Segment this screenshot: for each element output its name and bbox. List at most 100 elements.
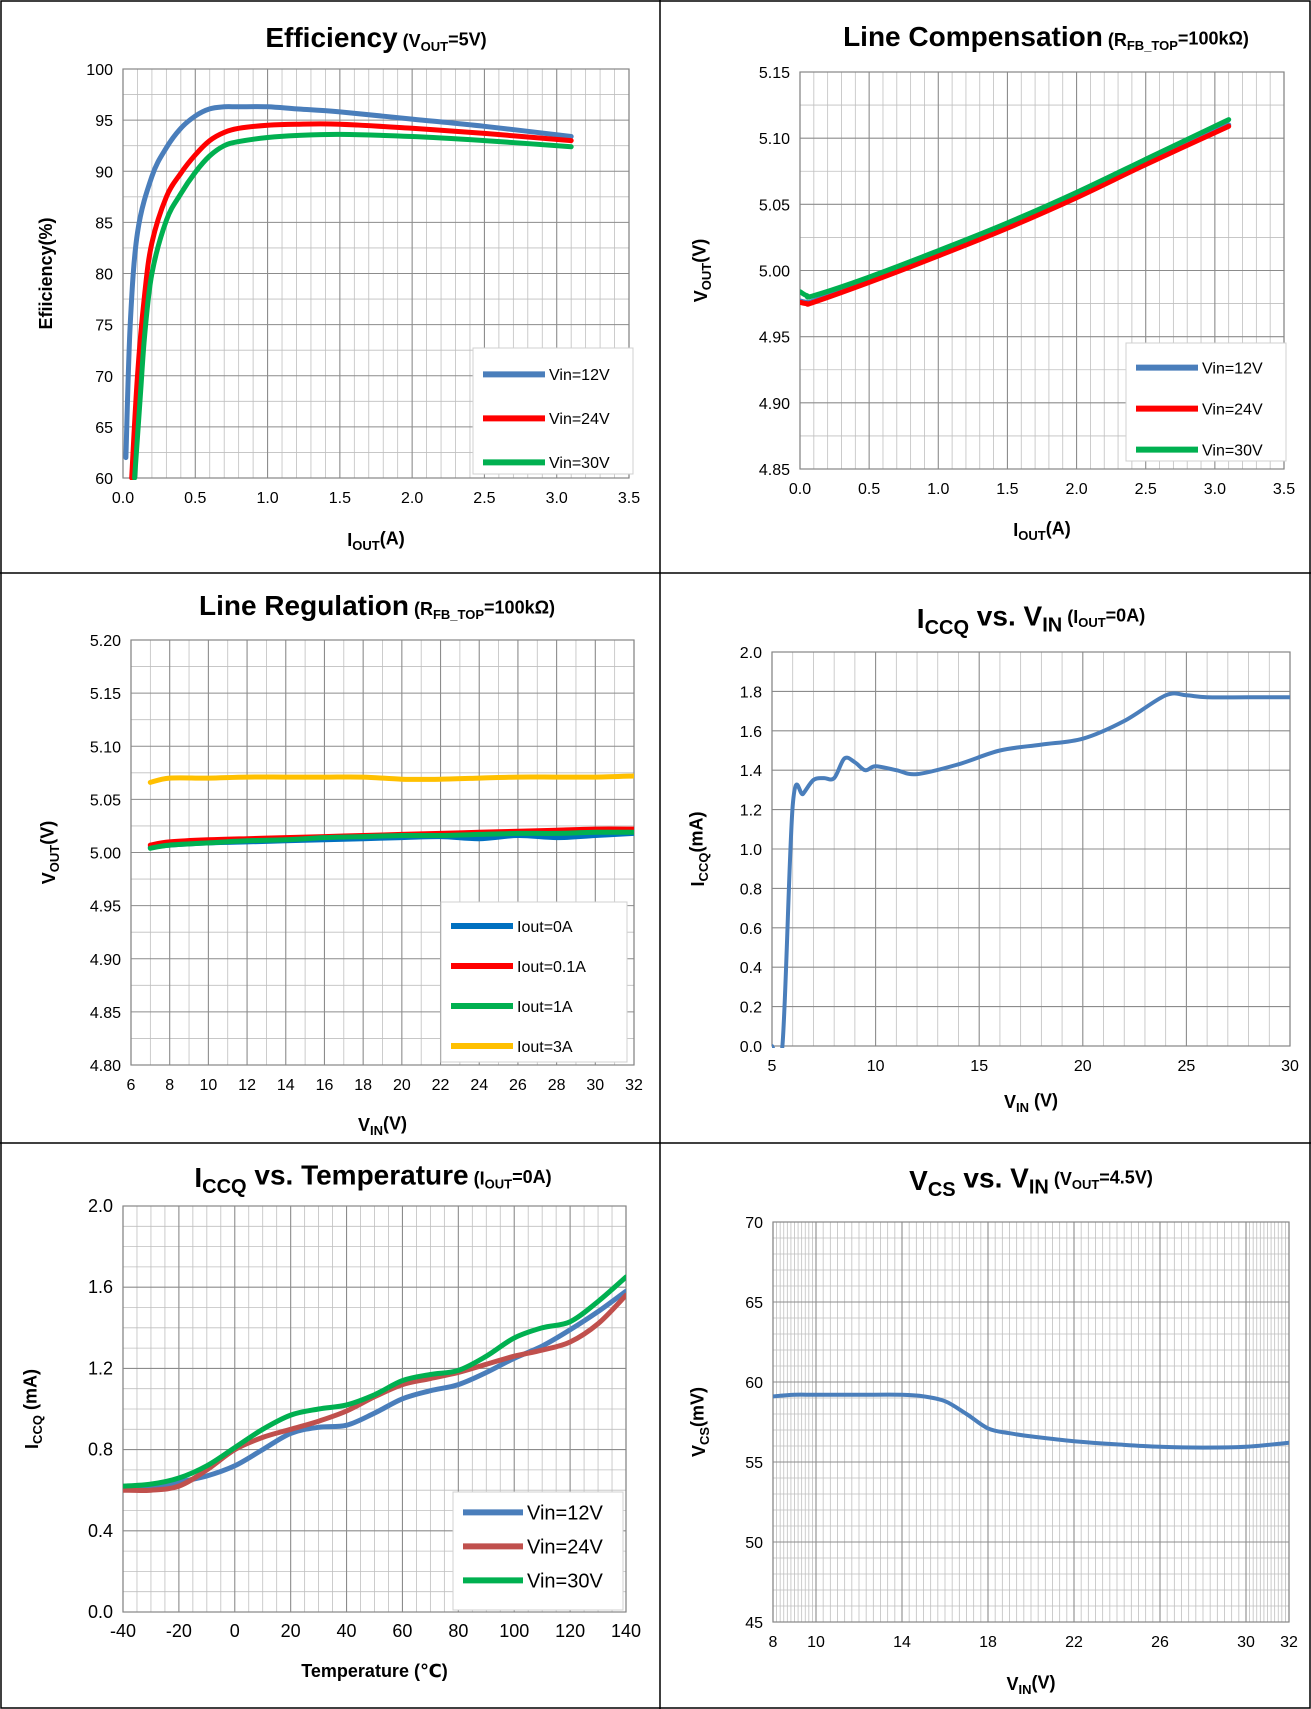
x-tick-label: 140 [611,1621,641,1641]
y-tick-label: 70 [95,369,113,386]
series-line-iout-3a [147,773,634,785]
y-tick-label: 1.6 [88,1277,113,1297]
y-tick-label: 0.2 [740,1000,762,1017]
x-tick-label: 20 [393,1077,411,1094]
x-tick-label: 0.5 [184,490,206,507]
x-tick-label: 18 [979,1634,997,1651]
y-tick-label: 5.05 [90,792,121,809]
series-line-vin-30v [800,117,1232,300]
x-tick-label: 6 [127,1077,136,1094]
y-axis-label: VOUT​(V) [690,239,714,302]
x-tick-label: 8 [165,1077,174,1094]
x-axis-label: Temperature (℃) [301,1661,448,1681]
legend-label: Vin=30V [549,455,610,472]
y-tick-label: 4.95 [759,330,790,347]
x-tick-label: 10 [867,1058,885,1075]
x-tick-label: 14 [277,1077,295,1094]
legend: Vin=12V Vin=24V Vin=30V [472,347,634,475]
gridlines [772,1221,1290,1623]
y-tick-label: 0.4 [88,1521,113,1541]
legend: Vin=12V Vin=24V Vin=30V [452,1491,624,1611]
x-tick-label: 22 [1065,1634,1083,1651]
plot-border [130,639,635,1066]
y-tick-label: 5.15 [90,686,121,703]
y-tick-label: 5.00 [90,846,121,863]
legend-label: Vin=12V [527,1503,603,1525]
y-tick-label: 55 [745,1455,763,1472]
series-line-data [773,1392,1289,1450]
y-tick-label: 60 [745,1375,763,1392]
chart-1: 0.0 0.5 1.0 1.5 2.0 2.5 3.0 3.5 60 65 70 75 80 85 90 95… [36,22,640,553]
y-tick-label: 5.00 [759,264,790,281]
x-tick-label: 20 [281,1621,301,1641]
x-tick-label: 30 [1237,1634,1255,1651]
x-tick-label: 26 [509,1077,527,1094]
x-tick-label: 80 [448,1621,468,1641]
x-tick-label: 0 [230,1621,240,1641]
x-axis-label: VIN​(V) [358,1114,407,1138]
y-axis-label: ICCQ​ (mA) [21,1369,45,1449]
series-line-vin-12v [123,104,574,461]
series-line-vin-24v [800,123,1232,307]
x-tick-label: 16 [316,1077,334,1094]
x-axis-label: VIN​(V) [1006,1673,1055,1697]
y-tick-label: 1.8 [740,684,762,701]
x-tick-label: 5 [768,1058,777,1075]
x-tick-label: 2.5 [1135,481,1157,498]
y-tick-label: 2.0 [88,1196,113,1216]
y-tick-label: 0.6 [740,921,762,938]
x-tick-label: 120 [555,1621,585,1641]
x-tick-label: 0.0 [112,490,134,507]
legend: Vin=12V Vin=24V Vin=30V [1125,342,1287,462]
legend: Iout=0A Iout=0.1A Iout=1A Iout=3A [440,901,628,1063]
plot-border [122,68,630,479]
y-tick-label: 0.4 [740,960,762,977]
x-tick-label: 18 [354,1077,372,1094]
y-tick-label: 2.0 [740,645,762,662]
legend-label: Iout=0A [517,919,573,936]
series-line-vin-30v [132,131,574,480]
x-tick-label: 0.5 [858,481,880,498]
x-tick-label: 3.5 [1273,481,1295,498]
x-tick-label: 40 [337,1621,357,1641]
plot-border [122,1205,627,1613]
y-tick-label: 60 [95,471,113,488]
y-tick-label: 45 [745,1615,763,1632]
series-line-vin-24v [129,121,574,480]
chart-6: 8 10 14 18 22 26 30 32 45 50 55 60 65 70 VCS​ vs. VIN​… [688,1163,1299,1697]
x-tick-label: 32 [1280,1634,1298,1651]
chart-title: VCS​ vs. VIN​ (VOUT​=4.5V) [909,1163,1153,1201]
x-tick-label: 1.5 [329,490,351,507]
y-axis-label: VCS​(mV) [688,1387,712,1457]
y-tick-label: 1.2 [88,1358,113,1378]
chart-2: 0.0 0.5 1.0 1.5 2.0 2.5 3.0 3.5 4.85 4.90 4.95 5.00… [690,21,1296,543]
x-tick-label: -40 [110,1621,136,1641]
series-group [147,773,634,851]
series-line-iout-1a [147,829,634,851]
legend-label: Vin=30V [1202,442,1263,459]
series-group [123,104,574,480]
x-tick-label: 2.0 [1065,481,1087,498]
chart-3: 6 8 10 12 14 16 18 20 22 24 26 28 30 32 4.80 4.85 4.90 4.… [38,590,644,1138]
y-tick-label: 4.80 [90,1058,121,1075]
chart-title: Line Regulation (RFB_TOP​=100kΩ) [199,590,555,622]
x-tick-label: 14 [893,1634,911,1651]
chart-title: Line Compensation (RFB_TOP​=100kΩ) [843,21,1249,53]
legend-box [472,347,634,475]
x-tick-label: 28 [548,1077,566,1094]
x-tick-label: 3.0 [546,490,568,507]
legend-label: Vin=24V [1202,401,1263,418]
x-tick-label: 25 [1178,1058,1196,1075]
plot-border [771,651,1291,1047]
x-tick-label: 10 [807,1634,825,1651]
y-tick-label: 65 [745,1295,763,1312]
y-tick-label: 5.20 [90,633,121,650]
x-axis-label: IOUT​(A) [347,529,404,553]
legend-label: Vin=30V [527,1571,603,1593]
y-tick-label: 4.90 [90,952,121,969]
y-tick-label: 5.10 [759,131,790,148]
y-tick-label: 1.6 [740,724,762,741]
chart-title: ICCQ​ vs. Temperature (IOUT​=0A) [194,1160,551,1198]
